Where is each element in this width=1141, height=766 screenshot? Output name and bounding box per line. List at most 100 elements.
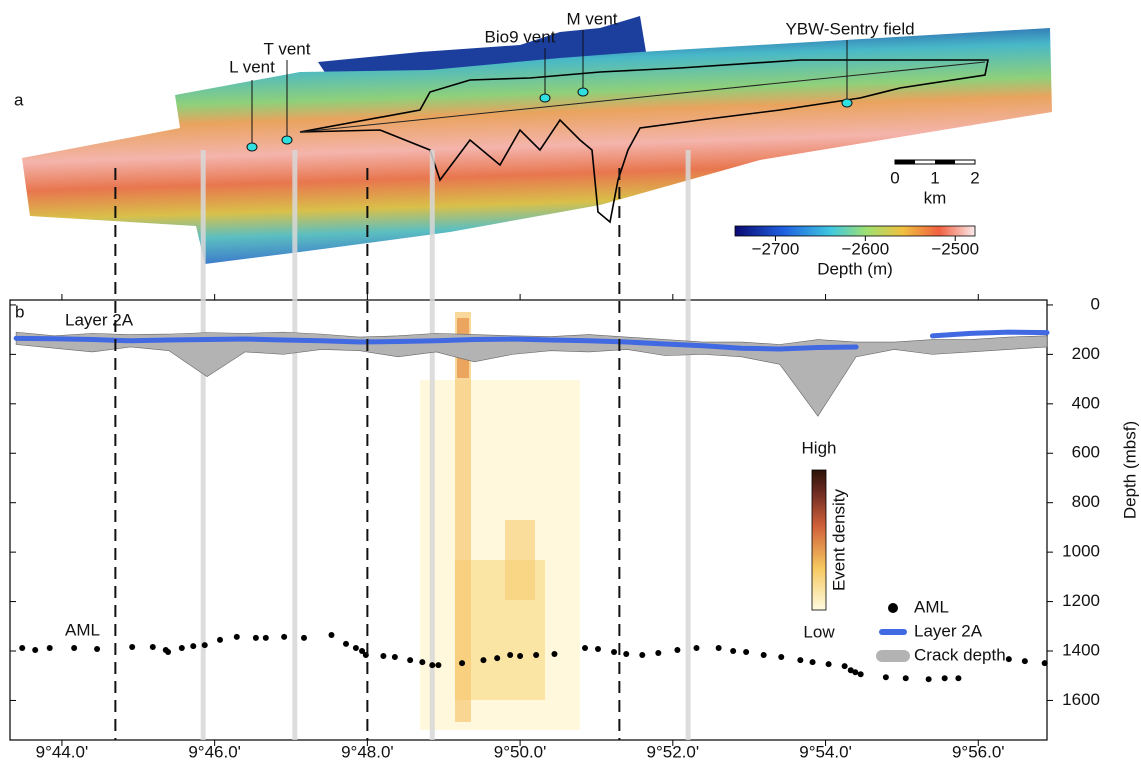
y-tick-label: 200 [1072, 344, 1100, 363]
aml-point [841, 663, 848, 670]
vent-label: M vent [566, 9, 617, 28]
aml-point [32, 647, 39, 654]
density-cell [455, 312, 471, 722]
x-tick-label: 9°52.0' [647, 742, 700, 761]
event-density [420, 312, 580, 730]
aml-point [955, 675, 962, 682]
colorbar-high: High [802, 438, 837, 457]
colorbar-tick-label: −2600 [841, 239, 889, 258]
bathymetry-map [22, 16, 1052, 264]
y-tick-label: 1200 [1062, 591, 1100, 610]
aml-point [778, 653, 785, 660]
aml-point [902, 675, 909, 682]
aml-point [435, 662, 442, 669]
aml-point [693, 645, 700, 652]
aml-point [459, 660, 466, 667]
aml-point [594, 646, 601, 653]
x-tick-label: 9°54.0' [799, 742, 852, 761]
vent-marker [281, 135, 293, 145]
aml-point [391, 653, 398, 660]
colorbar-ramp [811, 469, 827, 611]
aml-point [941, 675, 948, 682]
aml-point [852, 669, 859, 676]
plot-frame [9, 299, 1048, 741]
panel-label: a [14, 90, 24, 109]
aml-point [419, 659, 426, 666]
density-colorbar: High Low Event density [802, 438, 849, 641]
aml-point [925, 676, 932, 683]
y-tick-label: 800 [1072, 492, 1100, 511]
aml-point [71, 645, 78, 652]
aml-point [582, 645, 589, 652]
aml-point [46, 645, 53, 652]
aml-point [216, 636, 223, 643]
aml-point [380, 652, 387, 659]
aml-point [1021, 658, 1028, 665]
vent-label: L vent [229, 57, 275, 76]
aml-point [743, 649, 750, 655]
aml-point [328, 631, 335, 638]
aml-point [533, 651, 540, 658]
lava-flow-outline [299, 59, 989, 224]
y-tick-label: 400 [1072, 393, 1100, 412]
y-tick-label: 1400 [1062, 640, 1100, 659]
panel-label: b [15, 302, 24, 321]
aml-point [342, 640, 349, 647]
aml-point [262, 634, 269, 641]
aml-point [760, 651, 767, 658]
aml-point [429, 662, 436, 669]
scale-tick-label: 0 [890, 168, 899, 187]
axial-trough [299, 61, 986, 133]
aml-point [882, 674, 889, 681]
aml-point [359, 648, 366, 655]
scale-bar-segment [895, 160, 915, 164]
aml-point [300, 634, 307, 641]
y-tick-label: 1600 [1062, 690, 1100, 709]
vent-label: YBW-Sentry field [785, 19, 914, 38]
vent-marker [246, 142, 258, 152]
aml-point [19, 645, 26, 652]
y-tick-label: 600 [1072, 443, 1100, 462]
aml-point [233, 633, 240, 640]
aml-point [149, 644, 156, 651]
vent-marker [841, 98, 853, 108]
colorbar-label: Event density [829, 488, 848, 591]
depth-colorbar: Depth (m) [734, 225, 976, 278]
aml-point [611, 649, 618, 655]
legend-label: Layer 2A [914, 621, 983, 640]
aml-point [730, 648, 737, 655]
scale-tick-label: 2 [970, 168, 979, 187]
density-cell [505, 520, 535, 600]
legend-swatch [888, 603, 898, 613]
vent-marker [577, 87, 589, 97]
aml-point [201, 642, 208, 649]
colorbar-low: Low [803, 622, 835, 641]
aml-point [825, 661, 832, 668]
vent-label: Bio9 vent [485, 27, 556, 46]
x-tick-label: 9°50.0' [494, 742, 547, 761]
aml-point [551, 650, 558, 657]
annotation: AML [65, 620, 100, 639]
scale-bar: 0 1 2 km [890, 159, 980, 207]
y-tick-label: 1000 [1062, 542, 1100, 561]
crack-depth-area [15, 331, 1048, 417]
x-tick-label: 9°46.0' [188, 742, 241, 761]
aml-point [674, 647, 681, 654]
aml-point [655, 649, 662, 656]
colorbar-label: Depth (m) [817, 259, 893, 278]
aml-point [857, 671, 864, 678]
x-tick-label: 9°48.0' [341, 742, 394, 761]
colorbar-tick-label: −2700 [752, 239, 800, 258]
aml-point [352, 645, 359, 652]
aml-point [178, 645, 185, 652]
aml-point [281, 633, 288, 640]
aml-point [94, 646, 101, 653]
aml-point [165, 649, 172, 655]
x-tick-label: 9°56.0' [952, 742, 1005, 761]
scale-bar-segment [935, 160, 955, 164]
aml-point [407, 657, 414, 664]
scale-unit: km [924, 188, 947, 207]
aml-point [639, 651, 646, 658]
